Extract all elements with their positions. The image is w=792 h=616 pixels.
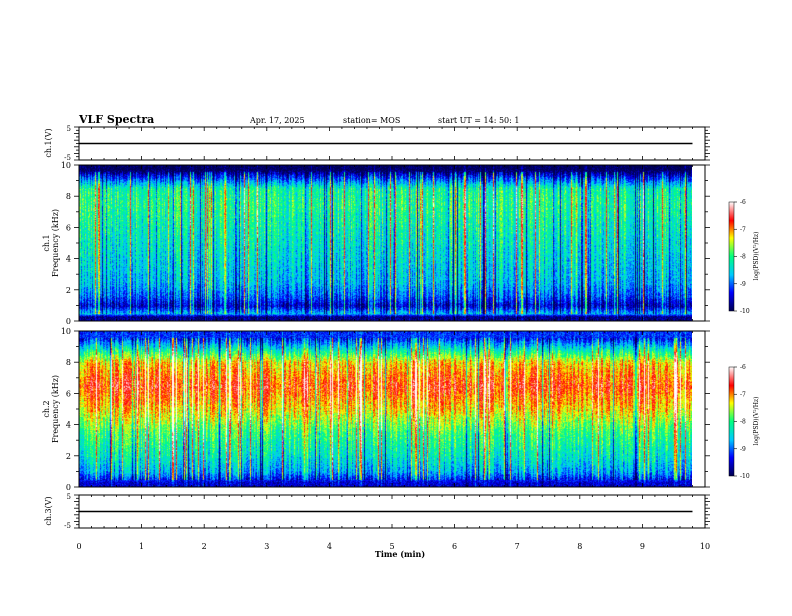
ch1-spectrogram-ticks bbox=[74, 164, 710, 322]
ch1-ytick-bottom: -5 bbox=[64, 154, 71, 162]
figure-title: VLF Spectra bbox=[78, 113, 154, 126]
ch1-spectrogram-image-wrap bbox=[79, 165, 692, 321]
colorbar-tick-label: -8 bbox=[740, 419, 746, 426]
ch3-ytick-bottom: -5 bbox=[64, 522, 71, 530]
spectrogram-ytick-label: 6 bbox=[66, 389, 71, 398]
ch2-spectrogram-image-wrap bbox=[79, 331, 692, 487]
spectrogram-ytick-label: 4 bbox=[66, 255, 71, 264]
colorbar-ch1-label: log(PSD)(V²/Hz) bbox=[753, 232, 760, 281]
x-tick-label: 3 bbox=[264, 542, 269, 551]
ch1-spectrogram-ylabel: ch.1 bbox=[42, 234, 51, 251]
ch3-waveform-panel: 5 -5 ch.3(V) bbox=[44, 493, 710, 530]
x-tick-label: 9 bbox=[640, 542, 645, 551]
ch2-spectrogram-ylabel: ch.2 bbox=[42, 400, 51, 417]
x-tick-label: 6 bbox=[452, 542, 457, 551]
ch1-spectrogram-panel: 0 2 4 6 8 10 ch.1 Frequency (kHz) bbox=[42, 161, 710, 326]
colorbar-ch2-ticks: -6 -7 -8 -9 -10 bbox=[734, 364, 750, 480]
colorbar-tick-label: -6 bbox=[740, 364, 746, 371]
spectrogram-ytick-label: 0 bbox=[66, 317, 71, 326]
ch1-waveform-ticks bbox=[74, 126, 710, 161]
x-tick-label: 7 bbox=[515, 542, 520, 551]
x-tick-label: 8 bbox=[577, 542, 582, 551]
spectrogram-ytick-label: 10 bbox=[61, 327, 71, 336]
colorbar-ch2: -6 -7 -8 -9 -10 log(PSD)(V²/Hz) bbox=[728, 364, 760, 480]
ch2-spectrogram-panel: 0 2 4 6 8 10 ch.2 Frequency (kHz) bbox=[42, 327, 710, 492]
ch1-spectrogram-ytick-labels: 0 2 4 6 8 10 bbox=[61, 161, 71, 326]
ch3-waveform-ylabel: ch.3(V) bbox=[44, 496, 53, 525]
spectrogram-ytick-label: 8 bbox=[66, 192, 71, 201]
ch1-spectrogram-ylabel2: Frequency (kHz) bbox=[51, 209, 60, 277]
ch3-ytick-top: 5 bbox=[67, 493, 71, 501]
colorbar-tick-label: -9 bbox=[740, 446, 746, 453]
x-tick-label: 5 bbox=[389, 542, 394, 551]
x-axis-label: Time (min) bbox=[375, 549, 425, 559]
spectrogram-ytick-label: 8 bbox=[66, 358, 71, 367]
colorbar-tick-label: -10 bbox=[740, 308, 750, 315]
colorbar-tick-label: -7 bbox=[740, 226, 746, 233]
colorbar-tick-label: -8 bbox=[740, 254, 746, 261]
ch1-waveform-panel: 5 -5 ch.1(V) bbox=[44, 125, 710, 162]
x-tick-label: 4 bbox=[327, 542, 332, 551]
ch2-spectrogram-ytick-labels: 0 2 4 6 8 10 bbox=[61, 327, 71, 492]
ch3-waveform-ticks bbox=[74, 494, 710, 529]
station-label: station= MOS bbox=[343, 116, 400, 125]
colorbar-tick-label: -10 bbox=[740, 473, 750, 480]
spectrogram-ytick-label: 2 bbox=[66, 452, 71, 461]
date-label: Apr. 17, 2025 bbox=[249, 116, 305, 125]
ch1-waveform-ylabel: ch.1(V) bbox=[44, 128, 53, 157]
x-tick-label: 1 bbox=[139, 542, 144, 551]
ch1-ytick-top: 5 bbox=[67, 125, 71, 133]
colorbar-ch2-label: log(PSD)(V²/Hz) bbox=[753, 397, 760, 446]
x-axis-tick-labels: 0 1 2 3 4 5 6 7 8 9 10 bbox=[76, 542, 710, 551]
colorbar-ch1: -6 -7 -8 -9 -10 log(PSD)(V²/Hz) bbox=[728, 199, 760, 315]
ch2-spectrogram-ylabel2: Frequency (kHz) bbox=[51, 375, 60, 443]
colorbar-tick-label: -6 bbox=[740, 199, 746, 206]
ch1-spectrogram-image bbox=[79, 165, 692, 321]
spectrogram-ytick-label: 4 bbox=[66, 421, 71, 430]
colorbar-tick-label: -7 bbox=[740, 391, 746, 398]
ch2-spectrogram-ticks bbox=[74, 330, 710, 488]
spectrogram-ytick-label: 6 bbox=[66, 223, 71, 232]
start-time-label: start UT = 14: 50: 1 bbox=[438, 116, 519, 125]
x-tick-label: 0 bbox=[76, 542, 81, 551]
ch2-spectrogram-image bbox=[79, 331, 692, 487]
colorbar-ch1-gradient bbox=[728, 201, 735, 312]
spectrogram-ytick-label: 2 bbox=[66, 286, 71, 295]
colorbar-tick-label: -9 bbox=[740, 281, 746, 288]
spectrogram-ytick-label: 0 bbox=[66, 483, 71, 492]
x-tick-label: 10 bbox=[700, 542, 710, 551]
colorbar-ch2-gradient bbox=[728, 366, 735, 477]
spectrogram-ytick-label: 10 bbox=[61, 161, 71, 170]
colorbar-ch1-ticks: -6 -7 -8 -9 -10 bbox=[734, 199, 750, 315]
x-tick-label: 2 bbox=[202, 542, 207, 551]
